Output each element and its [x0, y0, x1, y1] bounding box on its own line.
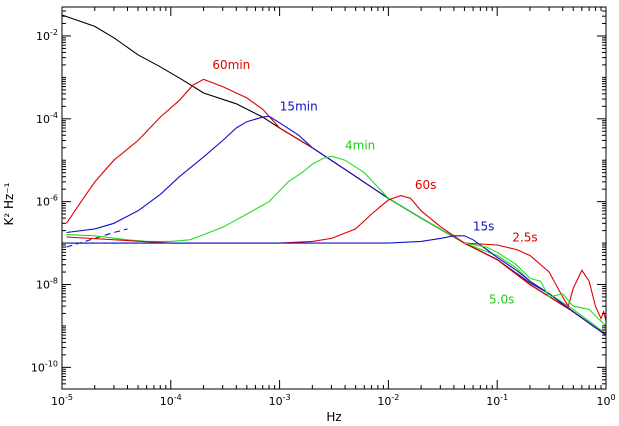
x-tick-label: 10-1 [486, 393, 508, 408]
series-curve-60min [66, 78, 607, 336]
y-tick-label: 10-4 [36, 111, 58, 126]
axis-ticks [61, 6, 607, 390]
curve-label-15min: 15min [280, 99, 318, 113]
series-curve-2.5s [464, 242, 607, 322]
y-tick-label: 10-10 [31, 359, 58, 374]
x-tick-label: 10-4 [160, 393, 182, 408]
tick-labels: 10-5 10-4 10-3 10-2 10-1 100 10-2 10-4 10-6 10-8 1… [31, 28, 616, 408]
x-axis-label: Hz [326, 410, 341, 424]
series-curve-unlabeled-0 [61, 14, 607, 336]
y-axis-label: K² Hz⁻¹ [2, 182, 16, 225]
series-curve-15s [66, 235, 607, 336]
y-tick-label: 10-8 [36, 276, 58, 291]
plot-curves [61, 14, 607, 336]
series-curve-5.0s [464, 242, 607, 327]
series-curve-60s [66, 195, 607, 336]
y-tick-label: 10-6 [36, 194, 58, 209]
curve-label-60min: 60min [212, 58, 250, 72]
curve-label-15s: 15s [473, 220, 495, 234]
x-tick-label: 100 [596, 393, 615, 408]
x-tick-label: 10-3 [269, 393, 291, 408]
curve-label-4min: 4min [345, 139, 375, 153]
curve-label-60s: 60s [415, 178, 437, 192]
plot-frame [61, 6, 607, 390]
x-tick-label: 10-5 [51, 393, 73, 408]
curve-label-5.0s: 5.0s [489, 292, 514, 306]
curve-labels: 60min 15min 4min 60s 15s 2.5s 5.0s [212, 58, 537, 306]
curve-label-2.5s: 2.5s [512, 230, 537, 244]
x-tick-label: 10-2 [377, 393, 399, 408]
series-curve-4min [66, 155, 607, 335]
series-curve-15min [66, 115, 607, 336]
y-tick-label: 10-2 [36, 28, 58, 43]
